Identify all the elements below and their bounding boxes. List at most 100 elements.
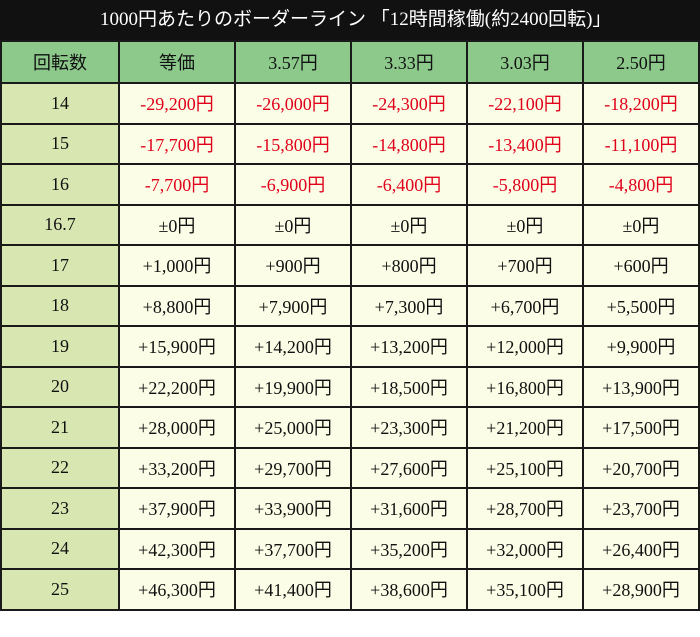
value-cell: +900円: [234, 244, 352, 287]
value-cell: +33,200円: [118, 446, 236, 489]
spin-count-cell: 16: [0, 163, 120, 206]
value-cell: ±0円: [582, 203, 700, 246]
value-cell: +25,100円: [466, 446, 584, 489]
value-cell: -13,400円: [466, 122, 584, 165]
table-row: 22 +33,200円 +29,700円 +27,600円 +25,100円 +20,70…: [0, 446, 700, 489]
value-cell: +19,900円: [234, 365, 352, 408]
value-cell: +26,400円: [582, 527, 700, 570]
value-cell: +15,900円: [118, 325, 236, 368]
table-row: 19 +15,900円 +14,200円 +13,200円 +12,000円 +9,900…: [0, 325, 700, 368]
value-cell: -22,100円: [466, 82, 584, 125]
value-cell: +28,900円: [582, 568, 700, 611]
value-cell: +29,700円: [234, 446, 352, 489]
value-cell: ±0円: [466, 203, 584, 246]
value-cell: +38,600円: [350, 568, 468, 611]
value-cell: +13,200円: [350, 325, 468, 368]
value-cell: +33,900円: [234, 487, 352, 530]
value-cell: +31,600円: [350, 487, 468, 530]
value-cell: +7,900円: [234, 284, 352, 327]
spin-count-cell: 17: [0, 244, 120, 287]
header-cell: 3.57円: [234, 40, 352, 84]
value-cell: -14,800円: [350, 122, 468, 165]
value-cell: +41,400円: [234, 568, 352, 611]
value-cell: -4,800円: [582, 163, 700, 206]
value-cell: +6,700円: [466, 284, 584, 327]
value-cell: -29,200円: [118, 82, 236, 125]
value-cell: -6,900円: [234, 163, 352, 206]
spin-count-cell: 21: [0, 406, 120, 449]
value-cell: ±0円: [350, 203, 468, 246]
spin-count-cell: 18: [0, 284, 120, 327]
table-row: 18 +8,800円 +7,900円 +7,300円 +6,700円 +5,500円: [0, 284, 700, 327]
table-row: 14 -29,200円 -26,000円 -24,300円 -22,100円 -18,20…: [0, 82, 700, 125]
value-cell: +7,300円: [350, 284, 468, 327]
spin-count-cell: 22: [0, 446, 120, 489]
spin-count-cell: 20: [0, 365, 120, 408]
table-row: 25 +46,300円 +41,400円 +38,600円 +35,100円 +28,90…: [0, 568, 700, 611]
value-cell: +37,700円: [234, 527, 352, 570]
value-cell: +25,000円: [234, 406, 352, 449]
value-cell: ±0円: [118, 203, 236, 246]
value-cell: +28,000円: [118, 406, 236, 449]
value-cell: +14,200円: [234, 325, 352, 368]
value-cell: +13,900円: [582, 365, 700, 408]
title: 1000円あたりのボーダーライン 「12時間稼働(約2400回転)」: [0, 0, 700, 40]
value-cell: +35,100円: [466, 568, 584, 611]
value-cell: +27,600円: [350, 446, 468, 489]
spin-count-cell: 14: [0, 82, 120, 125]
header-cell: 3.33円: [350, 40, 468, 84]
header-row: 回転数 等価 3.57円 3.33円 3.03円 2.50円: [0, 40, 700, 84]
value-cell: +37,900円: [118, 487, 236, 530]
value-cell: -11,100円: [582, 122, 700, 165]
border-table: 回転数 等価 3.57円 3.33円 3.03円 2.50円 14 -29,200円 -26,…: [0, 40, 700, 611]
value-cell: +16,800円: [466, 365, 584, 408]
value-cell: +22,200円: [118, 365, 236, 408]
value-cell: +20,700円: [582, 446, 700, 489]
header-cell: 等価: [118, 40, 236, 84]
value-cell: +8,800円: [118, 284, 236, 327]
value-cell: ±0円: [234, 203, 352, 246]
value-cell: +23,300円: [350, 406, 468, 449]
table-row: 21 +28,000円 +25,000円 +23,300円 +21,200円 +17,50…: [0, 406, 700, 449]
spin-count-cell: 15: [0, 122, 120, 165]
value-cell: -15,800円: [234, 122, 352, 165]
value-cell: -18,200円: [582, 82, 700, 125]
value-cell: +12,000円: [466, 325, 584, 368]
table-row: 17 +1,000円 +900円 +800円 +700円 +600円: [0, 244, 700, 287]
header-cell: 3.03円: [466, 40, 584, 84]
value-cell: +21,200円: [466, 406, 584, 449]
value-cell: -7,700円: [118, 163, 236, 206]
value-cell: +600円: [582, 244, 700, 287]
value-cell: +1,000円: [118, 244, 236, 287]
value-cell: +46,300円: [118, 568, 236, 611]
table-row: 16.7 ±0円 ±0円 ±0円 ±0円 ±0円: [0, 203, 700, 246]
value-cell: +32,000円: [466, 527, 584, 570]
value-cell: -6,400円: [350, 163, 468, 206]
table-row: 16 -7,700円 -6,900円 -6,400円 -5,800円 -4,800円: [0, 163, 700, 206]
value-cell: +28,700円: [466, 487, 584, 530]
table-row: 24 +42,300円 +37,700円 +35,200円 +32,000円 +26,40…: [0, 527, 700, 570]
value-cell: -5,800円: [466, 163, 584, 206]
spin-count-cell: 19: [0, 325, 120, 368]
spin-count-cell: 16.7: [0, 203, 120, 246]
value-cell: +18,500円: [350, 365, 468, 408]
spin-count-cell: 24: [0, 527, 120, 570]
value-cell: +5,500円: [582, 284, 700, 327]
value-cell: +23,700円: [582, 487, 700, 530]
value-cell: +42,300円: [118, 527, 236, 570]
header-cell: 回転数: [0, 40, 120, 84]
value-cell: +800円: [350, 244, 468, 287]
table-row: 20 +22,200円 +19,900円 +18,500円 +16,800円 +13,90…: [0, 365, 700, 408]
table-row: 23 +37,900円 +33,900円 +31,600円 +28,700円 +23,70…: [0, 487, 700, 530]
spin-count-cell: 25: [0, 568, 120, 611]
value-cell: +700円: [466, 244, 584, 287]
spin-count-cell: 23: [0, 487, 120, 530]
value-cell: +9,900円: [582, 325, 700, 368]
value-cell: +17,500円: [582, 406, 700, 449]
value-cell: -26,000円: [234, 82, 352, 125]
table-row: 15 -17,700円 -15,800円 -14,800円 -13,400円 -11,10…: [0, 122, 700, 165]
value-cell: +35,200円: [350, 527, 468, 570]
header-cell: 2.50円: [582, 40, 700, 84]
value-cell: -17,700円: [118, 122, 236, 165]
